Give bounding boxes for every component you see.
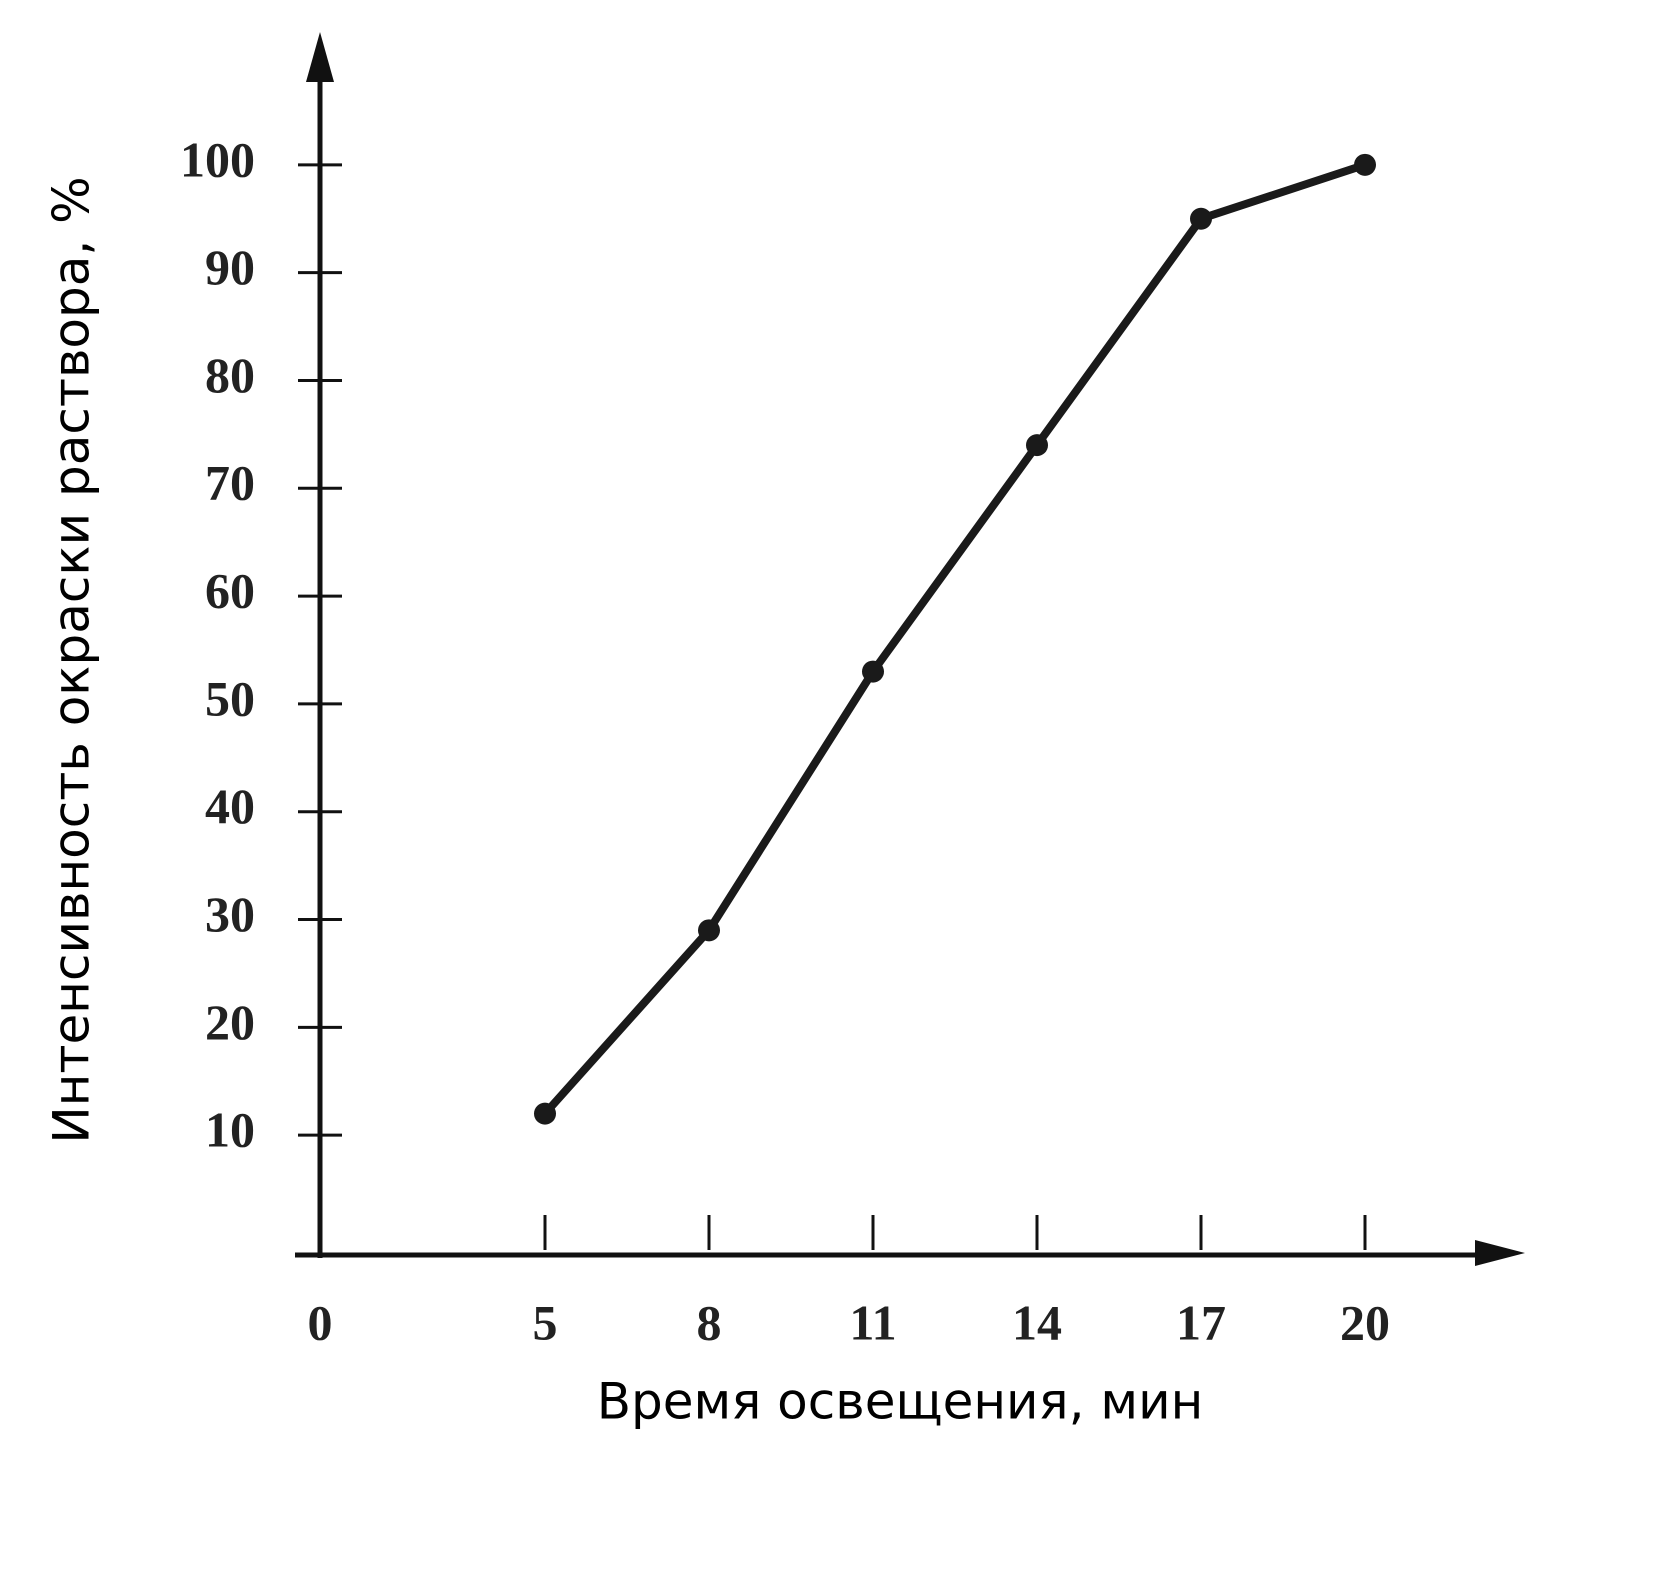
point: [1026, 434, 1048, 457]
x-axis-title: Время освещения, мин: [597, 1373, 1204, 1431]
point: [1354, 153, 1376, 176]
y-tick-label: 20: [205, 994, 255, 1050]
x-tick-label: 11: [849, 1294, 896, 1350]
y-tick-label: 70: [205, 455, 255, 511]
y-tick-label: 90: [205, 239, 255, 295]
y-tick-label: 40: [205, 778, 255, 834]
point: [698, 919, 720, 942]
x-tick-label: 17: [1176, 1294, 1226, 1350]
y-tick-label: 100: [180, 131, 255, 187]
x-tick-label: 20: [1340, 1294, 1390, 1350]
point: [534, 1102, 556, 1125]
point: [862, 660, 884, 683]
x-axis-arrow: [1475, 1240, 1525, 1266]
y-tick-label: 50: [205, 670, 255, 726]
y-tick-label: 30: [205, 886, 255, 942]
y-tick-label: 80: [205, 347, 255, 403]
y-tick-label: 60: [205, 563, 255, 619]
line: [542, 161, 1367, 1117]
x-tick-label: 0: [308, 1294, 333, 1350]
x-tick-label: 14: [1012, 1294, 1062, 1350]
y-tick-label: 10: [205, 1102, 255, 1158]
point: [1190, 207, 1212, 230]
y-axis-title: Интенсивность окраски раствора, %: [43, 176, 101, 1143]
y-axis-arrow: [306, 32, 334, 82]
x-tick-label: 5: [533, 1294, 558, 1350]
x-tick-label: 8: [697, 1294, 722, 1350]
